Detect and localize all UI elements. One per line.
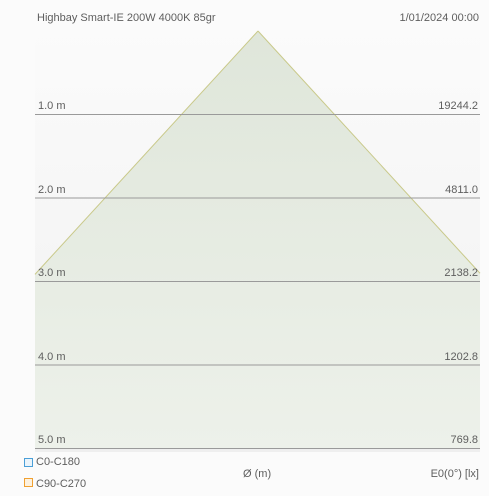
level-illuminance-label: 19244.2 xyxy=(438,100,478,112)
level-height-label: 5.0 m xyxy=(38,434,66,446)
legend-swatch-c90-c270 xyxy=(24,478,33,487)
x-axis-label: Ø (m) xyxy=(243,468,272,480)
chart-title: Highbay Smart-IE 200W 4000K 85gr xyxy=(37,12,216,24)
level-illuminance-label: 4811.0 xyxy=(445,183,478,196)
level-illuminance-label: 1202.8 xyxy=(444,350,478,363)
legend-label-c0-c180: C0-C180 xyxy=(36,456,81,468)
level-height-label: 2.0 m xyxy=(38,183,66,196)
cone-edge-right xyxy=(257,30,481,274)
level-illuminance-label: 2138.2 xyxy=(444,267,478,279)
level-height-label: 1.0 m xyxy=(38,100,66,112)
level-height-label: 4.0 m xyxy=(38,350,66,363)
legend-swatch-c0-c180 xyxy=(24,458,33,467)
cone-edge-left xyxy=(34,30,259,275)
chart-datetime: 1/01/2024 00:00 xyxy=(399,12,479,24)
level-illuminance-label: 769.8 xyxy=(450,434,478,446)
light-cone-area xyxy=(35,31,480,448)
legend-label-c90-c270: C90-C270 xyxy=(36,478,87,490)
level-height-label: 3.0 m xyxy=(38,267,66,279)
y-axis-label: E0(0°) [lx] xyxy=(430,468,479,480)
